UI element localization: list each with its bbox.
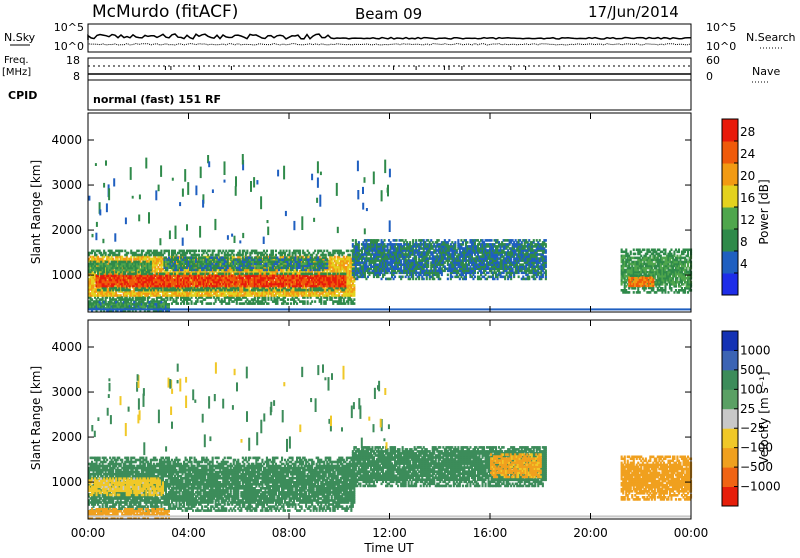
data-cell [322, 289, 324, 292]
freq-label: Freq. [4, 55, 29, 66]
data-cell [304, 300, 306, 303]
nsky-tick-bottom: 10^0 [54, 40, 84, 53]
data-cell [239, 250, 241, 253]
data-cell [275, 250, 277, 253]
data-cell [275, 254, 277, 257]
data-cell [353, 298, 355, 301]
data-cell [266, 250, 268, 253]
freq-tick-top: 18 [66, 54, 80, 67]
data-cell [246, 289, 248, 292]
data-cell [307, 300, 309, 303]
cpid-value: normal (fast) 151 RF [93, 93, 221, 106]
data-cell [347, 250, 349, 253]
data-cell [287, 302, 289, 305]
data-cell [210, 302, 212, 305]
data-cell [289, 250, 291, 253]
data-cell [198, 250, 200, 253]
data-cell [325, 273, 327, 276]
data-cell [353, 302, 355, 305]
data-cell [179, 289, 181, 292]
freq-tick-bottom: 8 [73, 70, 80, 83]
data-cell [344, 273, 346, 276]
data-cell [174, 273, 176, 276]
data-cell [334, 256, 336, 259]
data-cell [127, 252, 129, 255]
data-cell [209, 250, 211, 253]
data-cell [99, 289, 101, 292]
nave-tick-bottom: 0 [706, 70, 713, 83]
data-cell [266, 289, 268, 292]
data-cell [198, 254, 200, 257]
data-cell [311, 300, 313, 303]
freq-unit: [MHz] [2, 67, 31, 78]
beam-label: Beam 09 [355, 5, 422, 23]
nsearch-label: N.Search [746, 31, 796, 44]
data-cell [191, 300, 193, 303]
nsearch-tick-bottom: 10^0 [706, 40, 736, 53]
data-cell [299, 250, 301, 253]
nsky-line [88, 34, 691, 40]
data-cell [304, 289, 306, 292]
nave-label: Nave [752, 65, 780, 78]
data-cell [314, 300, 316, 303]
date-label: 17/Jun/2014 [588, 3, 679, 21]
data-cell [343, 252, 345, 255]
data-cell [174, 250, 176, 253]
data-cell [105, 252, 107, 255]
power-panel [88, 154, 692, 312]
data-cell [233, 250, 235, 253]
data-cell [168, 250, 170, 253]
data-cell [325, 254, 327, 257]
data-cell [213, 250, 215, 253]
nsearch-tick-top: 10^5 [706, 21, 736, 34]
nsky-tick-top: 10^5 [54, 21, 84, 34]
data-cell [177, 302, 179, 305]
data-cell [296, 302, 298, 305]
data-cell [332, 289, 334, 292]
nave-tick-top: 60 [706, 54, 720, 67]
data-cell [353, 284, 355, 287]
data-cell [142, 250, 144, 253]
freq-strip-frame [88, 58, 691, 80]
data-cell [307, 289, 309, 292]
nsky-trace [88, 34, 691, 45]
data-cell [267, 302, 269, 305]
data-cell [195, 250, 197, 253]
data-cell [314, 250, 316, 253]
data-cell [188, 302, 190, 305]
data-cell [138, 250, 140, 253]
data-cell [225, 273, 227, 276]
nsky-label: N.Sky [4, 31, 36, 44]
data-cell [286, 250, 288, 253]
data-cell [121, 250, 123, 253]
nsearch-line [88, 44, 691, 46]
data-cell [129, 289, 131, 292]
data-cell [272, 250, 274, 253]
station-title: McMurdo (fitACF) [92, 2, 238, 22]
data-cell [287, 298, 289, 301]
data-cell [278, 289, 280, 292]
data-cell [290, 302, 292, 305]
data-cell [246, 250, 248, 253]
cpid-label: CPID [8, 89, 37, 102]
data-cell [160, 250, 162, 253]
data-cell [311, 273, 313, 276]
data-cell [349, 254, 351, 257]
freq-trace [88, 66, 691, 74]
data-cell [233, 254, 235, 257]
data-cell [323, 250, 325, 253]
